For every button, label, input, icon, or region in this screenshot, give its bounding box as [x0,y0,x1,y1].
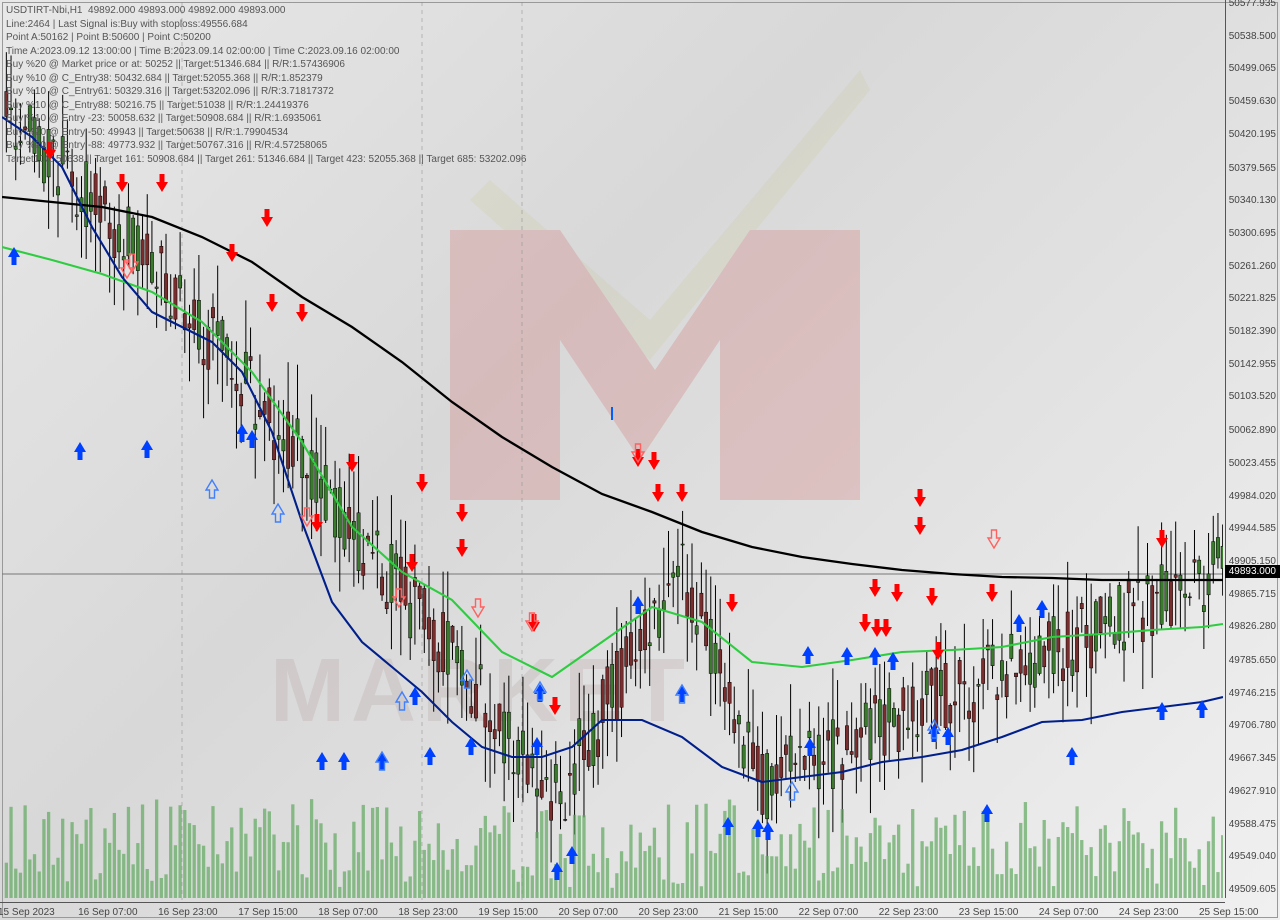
price-axis-label: 50023.455 [1229,458,1276,469]
price-axis-label: 50340.130 [1229,195,1276,206]
time-axis: 15 Sep 2023 16 Sep 07:00 16 Sep 23:00 17 Se… [0,902,1225,920]
price-axis-label: 49826.280 [1229,621,1276,632]
price-axis-label: 50182.390 [1229,326,1276,337]
price-axis-label: 50538.500 [1229,31,1276,42]
info-overlay: USDTIRT-Nbi,H1 49892.000 49893.000 49892… [6,4,526,166]
time-axis-label: 22 Sep 23:00 [879,907,939,918]
price-axis-label: 50577.935 [1229,0,1276,9]
price-axis-label: 49588.475 [1229,819,1276,830]
price-axis-label: 49627.910 [1229,786,1276,797]
time-axis-label: 21 Sep 15:00 [719,907,779,918]
time-axis-label: 20 Sep 07:00 [558,907,618,918]
time-axis-label: 24 Sep 23:00 [1119,907,1179,918]
time-axis-label: 18 Sep 07:00 [318,907,378,918]
price-axis-label: 50062.890 [1229,425,1276,436]
price-axis-label: 50459.630 [1229,96,1276,107]
price-axis-label: 49785.650 [1229,655,1276,666]
time-axis-label: 22 Sep 07:00 [799,907,859,918]
time-axis-label: 15 Sep 2023 [0,907,55,918]
price-axis-label: 49706.780 [1229,720,1276,731]
time-axis-label: 16 Sep 07:00 [78,907,138,918]
price-axis-label: 50142.955 [1229,359,1276,370]
price-axis-label: 49667.345 [1229,753,1276,764]
price-axis-label: 50420.195 [1229,129,1276,140]
chart-container: MARKET 50577.93550538.50050499.06550459.… [0,0,1280,920]
current-price-marker: 49893.000 [1225,565,1280,578]
time-axis-label: 23 Sep 15:00 [959,907,1019,918]
price-axis-label: 50103.520 [1229,391,1276,402]
time-axis-label: 24 Sep 07:00 [1039,907,1099,918]
price-axis-label: 50221.825 [1229,293,1276,304]
time-axis-label: 19 Sep 15:00 [478,907,538,918]
price-axis-label: 50300.695 [1229,228,1276,239]
price-axis-label: 49509.605 [1229,884,1276,895]
time-axis-label: 16 Sep 23:00 [158,907,218,918]
price-axis-label: 49865.715 [1229,589,1276,600]
price-axis-label: 49984.020 [1229,491,1276,502]
price-axis-label: 50379.565 [1229,163,1276,174]
price-axis-label: 49944.585 [1229,523,1276,534]
price-axis-label: 49746.215 [1229,688,1276,699]
price-axis-label: 49549.040 [1229,851,1276,862]
time-axis-label: 17 Sep 15:00 [238,907,298,918]
time-axis-label: 20 Sep 23:00 [639,907,699,918]
price-axis-label: 50499.065 [1229,63,1276,74]
price-axis: 50577.935 50538.500 50499.065 50459.630 5042… [1225,0,1280,898]
time-axis-label: 18 Sep 23:00 [398,907,458,918]
time-axis-label: 25 Sep 15:00 [1199,907,1259,918]
price-axis-label: 50261.260 [1229,261,1276,272]
